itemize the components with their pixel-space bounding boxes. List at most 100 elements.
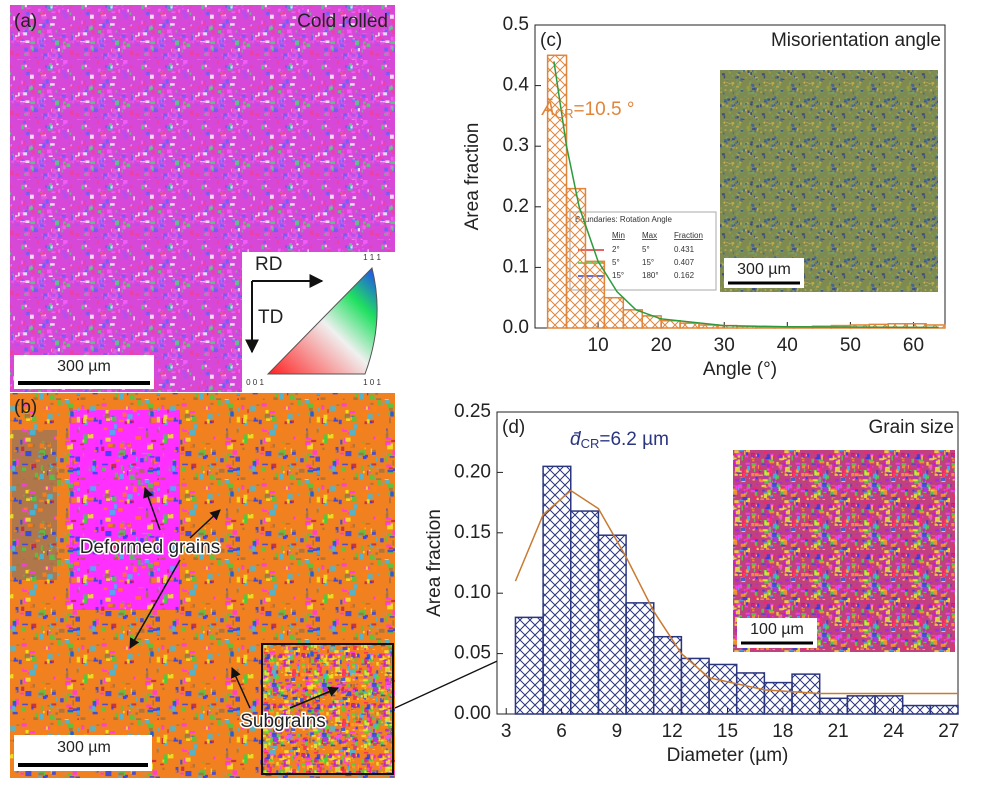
y-tick-label: 0.0 — [503, 317, 529, 338]
fit-curve — [553, 61, 939, 329]
arrow — [143, 487, 161, 531]
table-cell: 2° — [612, 245, 620, 254]
bar — [698, 324, 719, 329]
x-tick-label: 15 — [717, 721, 738, 742]
annotation-value: =6.2 µm — [599, 429, 669, 450]
y-tick-label: 0.20 — [454, 461, 491, 482]
x-tick-label: 30 — [714, 335, 735, 356]
annotation-subscript: CR — [581, 436, 600, 451]
y-tick-label: 0.5 — [503, 14, 529, 35]
bar — [763, 681, 793, 715]
bar — [874, 695, 904, 715]
annotation-subscript: CR — [555, 106, 574, 121]
bar — [846, 695, 876, 715]
bar — [679, 322, 700, 329]
bar — [570, 510, 600, 715]
legend-td: TD — [258, 307, 283, 328]
x-tick-label: 6 — [556, 721, 567, 742]
inset-texture — [720, 70, 938, 292]
panel-label: (b) — [14, 397, 37, 418]
bar — [708, 663, 738, 715]
annotation: ĀCR=10.5 ° — [541, 99, 634, 121]
bar — [791, 673, 821, 715]
table-cell: 15° — [642, 258, 654, 267]
annotation-symbol: d̄ — [570, 429, 582, 450]
y-tick-label: 0.3 — [503, 135, 529, 156]
scale-bar-label: 300 µm — [57, 739, 111, 756]
y-tick-label: 0.15 — [454, 522, 491, 543]
x-tick-label: 20 — [651, 335, 672, 356]
x-tick-label: 12 — [662, 721, 683, 742]
x-axis-label: Diameter (µm) — [667, 745, 789, 766]
scale-bar-label: 300 µm — [737, 261, 791, 278]
table-cell: 0.407 — [674, 258, 695, 267]
bar — [929, 704, 959, 715]
table-header: Min — [612, 231, 625, 240]
x-tick-label: 18 — [772, 721, 793, 742]
x-tick-label: 9 — [612, 721, 623, 742]
table-header: Fraction — [674, 231, 703, 240]
y-tick-label: 0.4 — [503, 75, 530, 96]
y-axis-label: Area fraction — [424, 509, 445, 617]
bar — [603, 296, 625, 329]
y-tick-label: 0.10 — [454, 582, 491, 603]
chart-title: Misorientation angle — [771, 30, 941, 51]
bar — [546, 54, 568, 329]
table-cell: 5° — [642, 245, 650, 254]
legend-rd: RD — [255, 254, 282, 275]
panel-label: (a) — [14, 11, 37, 32]
panel-label: (d) — [502, 417, 525, 438]
x-tick-label: 21 — [828, 721, 849, 742]
table-cell: 5° — [612, 258, 620, 267]
bar — [818, 697, 849, 715]
x-tick-label: 10 — [588, 335, 609, 356]
table-cell: 0.431 — [674, 245, 695, 254]
subgrain-box — [261, 643, 394, 775]
annotation: Deformed grains — [80, 537, 220, 558]
arrow — [129, 559, 181, 649]
panel-label: (c) — [540, 30, 562, 51]
chart-title: Grain size — [868, 417, 954, 438]
table-cell: 180° — [642, 271, 659, 280]
y-tick-label: 0.25 — [454, 401, 491, 422]
bar — [584, 260, 606, 329]
table-cell: 15° — [612, 271, 624, 280]
bar — [622, 309, 643, 329]
bar — [565, 187, 587, 329]
annotation: Subgrains — [240, 711, 326, 732]
y-tick-label: 0.05 — [454, 643, 491, 664]
annotation-value: =10.5 ° — [573, 99, 634, 120]
fit-curve — [514, 489, 958, 695]
bar — [901, 704, 932, 715]
bar — [625, 602, 655, 715]
arrow — [231, 667, 251, 709]
corner-label: 1 1 1 — [363, 253, 381, 262]
panel-title: Cold rolled — [297, 11, 388, 32]
table-title: Boundaries: Rotation Angle — [575, 215, 673, 224]
corner-label: 1 0 1 — [363, 378, 381, 387]
x-axis-label: Angle (°) — [703, 359, 777, 380]
annotation-symbol: Ā — [541, 99, 555, 120]
bar — [735, 672, 766, 715]
annotation: d̄CR=6.2 µm — [570, 429, 669, 451]
ipf-triangle — [266, 267, 378, 375]
scale-bar-label: 100 µm — [750, 621, 804, 638]
x-tick-label: 40 — [777, 335, 798, 356]
table-cell: 0.162 — [674, 271, 695, 280]
bar — [597, 534, 627, 715]
y-tick-label: 0.00 — [454, 703, 491, 724]
table-header: Max — [642, 231, 657, 240]
x-tick-label: 24 — [883, 721, 905, 742]
arrow — [189, 509, 221, 539]
bar — [514, 616, 544, 715]
x-tick-label: 60 — [903, 335, 924, 356]
y-axis-label: Area fraction — [462, 123, 483, 231]
x-tick-label: 3 — [501, 721, 512, 742]
arrow — [289, 686, 339, 709]
y-tick-label: 0.2 — [503, 196, 529, 217]
bar — [542, 465, 572, 715]
bar — [680, 657, 710, 715]
scale-bar-label: 300 µm — [57, 358, 111, 375]
